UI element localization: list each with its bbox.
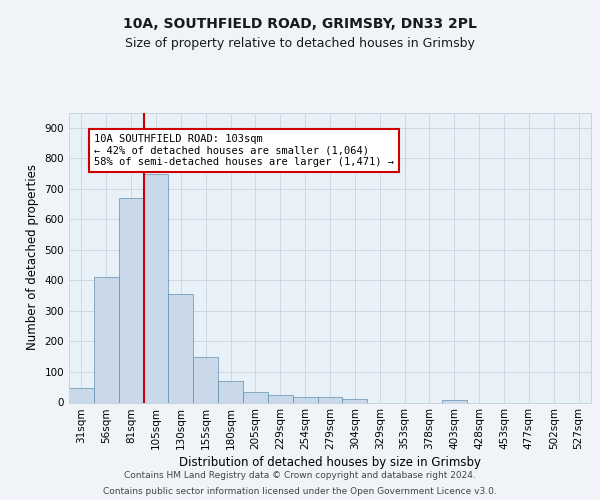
Bar: [94, 278, 119, 402]
Bar: [69, 388, 94, 402]
Bar: [143, 174, 169, 402]
Text: 10A SOUTHFIELD ROAD: 103sqm
← 42% of detached houses are smaller (1,064)
58% of : 10A SOUTHFIELD ROAD: 103sqm ← 42% of det…: [94, 134, 394, 167]
Bar: [268, 394, 293, 402]
Text: Size of property relative to detached houses in Grimsby: Size of property relative to detached ho…: [125, 38, 475, 51]
Bar: [317, 398, 343, 402]
Bar: [293, 398, 317, 402]
Bar: [193, 358, 218, 403]
X-axis label: Distribution of detached houses by size in Grimsby: Distribution of detached houses by size …: [179, 456, 481, 469]
Bar: [442, 400, 467, 402]
Text: Contains HM Land Registry data © Crown copyright and database right 2024.: Contains HM Land Registry data © Crown c…: [124, 472, 476, 480]
Y-axis label: Number of detached properties: Number of detached properties: [26, 164, 39, 350]
Bar: [169, 294, 193, 403]
Bar: [119, 198, 143, 402]
Bar: [343, 400, 367, 402]
Text: Contains public sector information licensed under the Open Government Licence v3: Contains public sector information licen…: [103, 486, 497, 496]
Bar: [218, 381, 243, 402]
Bar: [243, 392, 268, 402]
Text: 10A, SOUTHFIELD ROAD, GRIMSBY, DN33 2PL: 10A, SOUTHFIELD ROAD, GRIMSBY, DN33 2PL: [123, 18, 477, 32]
